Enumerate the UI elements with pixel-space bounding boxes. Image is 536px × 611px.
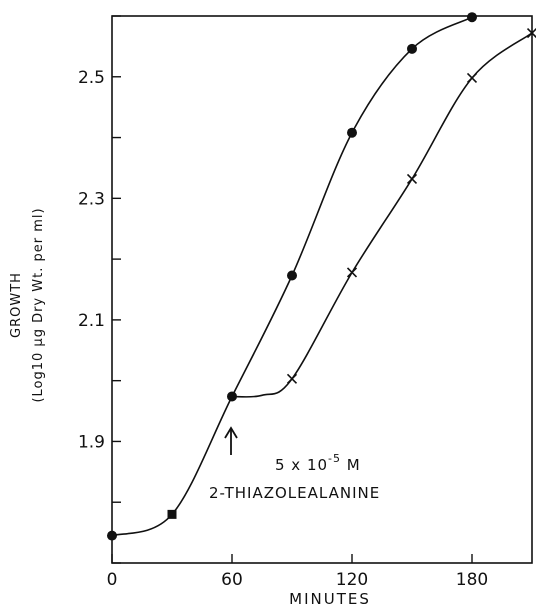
y-tick-label: 2.3 bbox=[78, 189, 105, 209]
annotation-concentration: 5 x 10-5 M bbox=[275, 452, 361, 474]
annotation-compound: 2-THIAZOLEALANINE bbox=[209, 484, 380, 502]
annotation-concentration-base: 5 x 10 bbox=[275, 456, 328, 474]
plot-area: 0 60 120 180 1.9 2.1 2.3 2.5 bbox=[78, 12, 536, 590]
series-2-point bbox=[286, 373, 298, 384]
series-2-point bbox=[466, 72, 478, 84]
annotation-concentration-unit: M bbox=[341, 456, 361, 474]
series-2-point bbox=[406, 173, 418, 184]
plot-frame bbox=[111, 15, 533, 564]
annotation: 5 x 10-5 M 2-THIAZOLEALANINE bbox=[209, 426, 380, 502]
y-tick-label: 1.9 bbox=[78, 432, 105, 452]
y-axis-label-line1: GROWTH bbox=[9, 272, 24, 338]
series-1-point bbox=[167, 509, 177, 519]
y-tick-label: 2.5 bbox=[78, 68, 105, 88]
annotation-arrow-head bbox=[224, 426, 238, 439]
series-2-point bbox=[526, 27, 536, 39]
y-tick-label: 2.1 bbox=[78, 311, 105, 331]
series-1-point bbox=[287, 270, 297, 281]
x-tick-label: 120 bbox=[336, 570, 368, 590]
x-axis-label: MINUTES bbox=[289, 590, 371, 608]
series-1-point bbox=[407, 43, 417, 54]
x-tick-label: 60 bbox=[221, 570, 243, 590]
x-tick-label: 0 bbox=[107, 570, 118, 590]
x-tick-label: 180 bbox=[456, 570, 488, 590]
series-1-point bbox=[347, 127, 357, 138]
annotation-concentration-exponent: -5 bbox=[328, 452, 341, 465]
y-axis-label: GROWTH (Log10 µg Dry Wt. per ml) bbox=[9, 207, 46, 402]
series-2-line bbox=[231, 32, 533, 398]
series-1-point bbox=[467, 12, 477, 23]
y-axis-label-line2: (Log10 µg Dry Wt. per ml) bbox=[31, 207, 46, 402]
series-1-point bbox=[107, 530, 117, 541]
series-2-point bbox=[346, 267, 358, 278]
